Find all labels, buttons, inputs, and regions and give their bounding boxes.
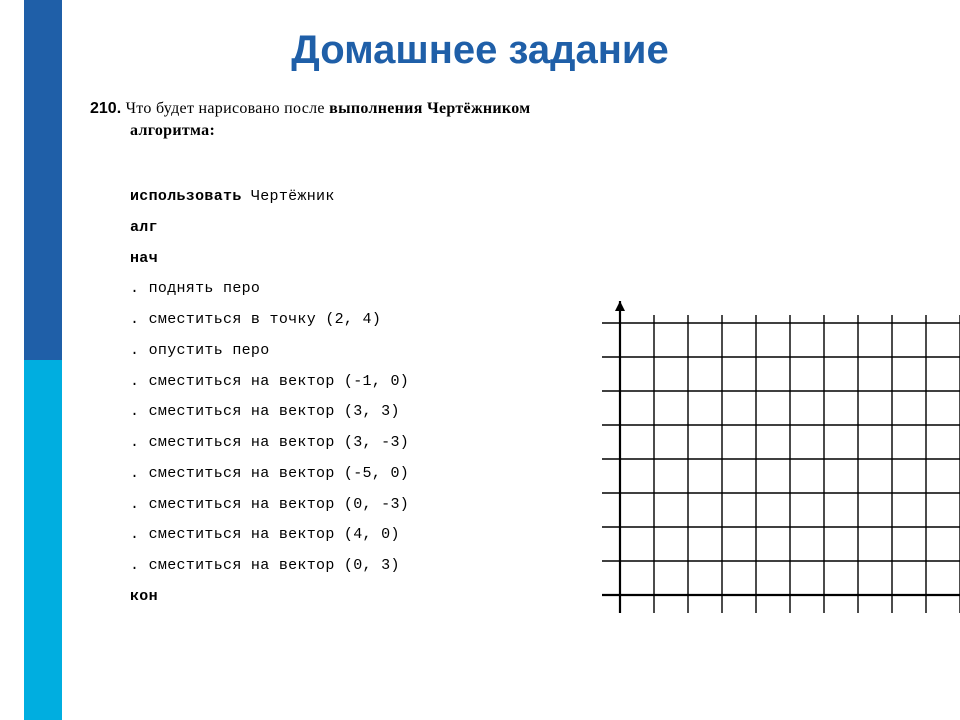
kw-alg: алг [130, 213, 930, 244]
page-title: Домашнее задание [0, 28, 960, 73]
kw-use: использовать [130, 188, 242, 205]
coordinate-grid [580, 295, 960, 645]
code-line-use: использовать Чертёжник [130, 182, 930, 213]
sidebar-accent-bottom [24, 360, 62, 720]
use-arg: Чертёжник [242, 188, 335, 205]
slide: Домашнее задание 210. Что будет нарисова… [0, 0, 960, 720]
problem-text-2: алгоритма: [130, 122, 930, 140]
problem-statement: 210. Что будет нарисовано после выполнен… [90, 100, 930, 140]
kw-begin: нач [130, 244, 930, 275]
problem-text-bold: выполнения Чертёжником [329, 100, 530, 117]
problem-text-1: Что будет нарисовано после [126, 100, 330, 117]
content-area: 210. Что будет нарисовано после выполнен… [90, 100, 930, 613]
problem-number: 210. [90, 100, 121, 117]
